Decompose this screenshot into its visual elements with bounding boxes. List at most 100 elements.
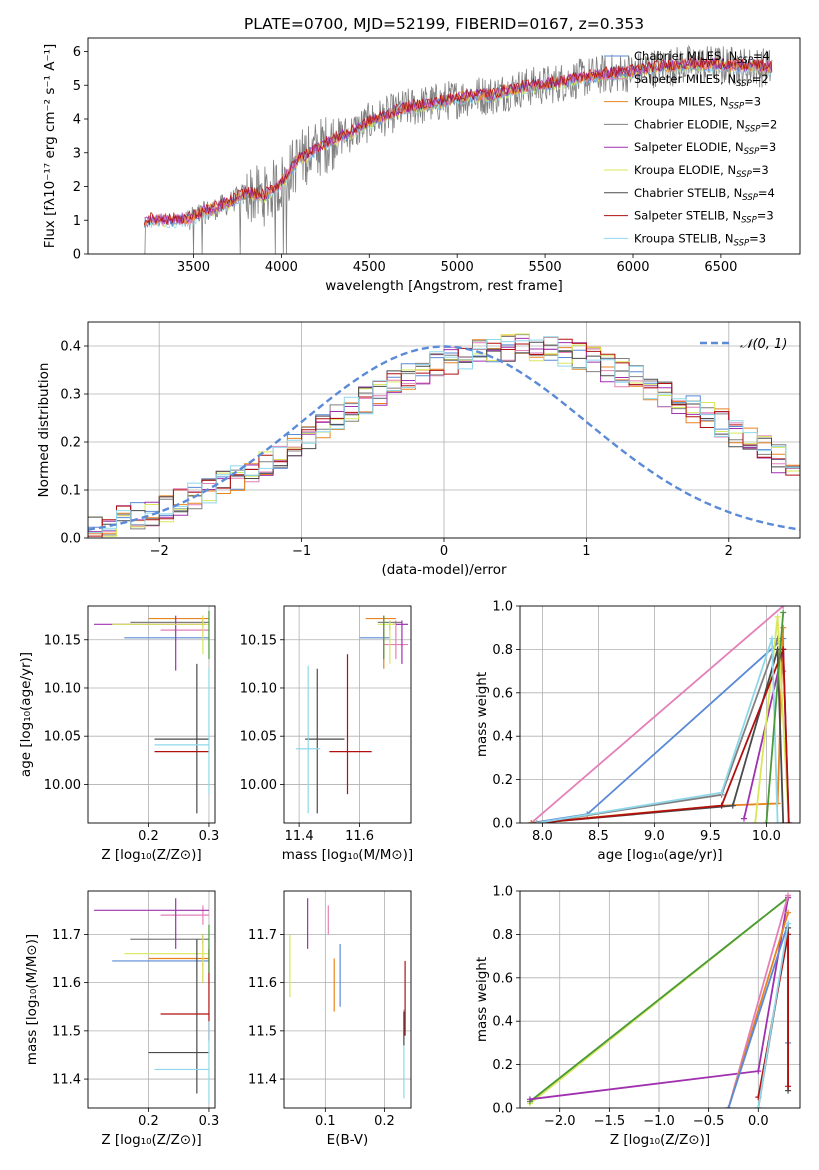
errorbar-point-kroupa-elodie: [112, 615, 209, 655]
y-tick-label: 0.2: [492, 1058, 513, 1073]
x-tick-label: −2.0: [544, 1114, 576, 1129]
x-tick-label: 5000: [441, 260, 474, 275]
mass_vs_ebv-panel: 0.1 0.2 11.4 11.5 11.6 11.7 E(B-V): [248, 890, 412, 1148]
spectrum-plot-area: [143, 44, 773, 254]
age_vs_mass-panel: 11.4 11.6 10.00 10.05 10.10 10.15 mass [log₁₀(…: [240, 605, 413, 863]
chart-title: PLATE=0700, MJD=52199, FIBERID=0167, z=0…: [244, 15, 644, 33]
x-tick-label: −1: [292, 544, 311, 559]
x-axis-label: wavelength [Angstrom, rest frame]: [325, 278, 563, 294]
series-marker: [780, 820, 787, 823]
y-tick-label: 3: [73, 146, 81, 161]
x-tick-label: 8.5: [588, 829, 609, 844]
y-tick-label: 0.6: [492, 686, 513, 701]
y-tick-label: 0.2: [492, 773, 513, 788]
series-marker: [774, 613, 781, 620]
x-tick-label: 0.3: [199, 1114, 220, 1129]
errorbar-point-kroupa-miles: [365, 615, 396, 669]
x-axis-label: mass [log₁₀(M/M⊙)]: [282, 847, 413, 863]
mass_weight_vs_Z-panel: −2.0 −1.5 −1.0 −0.5 0.0 0.0 0.2 0.4 0.6 0.8 1.0 Z […: [474, 885, 801, 1148]
legend-entry: Chabrier STELIB, NSSP=4: [634, 186, 775, 203]
y-tick-label: 0: [73, 248, 81, 263]
errorbar-point-salpeter-miles: [160, 618, 209, 640]
spectrum-frame: [87, 37, 801, 255]
x-tick-label: 2: [725, 544, 733, 559]
series-marker: [752, 820, 759, 823]
series-marker: [780, 606, 787, 609]
residuals-plot-area: [88, 322, 800, 538]
series-marker: [774, 820, 781, 823]
errorbar-point-kroupa-stelib: [154, 1021, 210, 1104]
errorbar-point-salpeter-miles: [383, 620, 408, 660]
y-tick-label: 0.4: [60, 340, 81, 355]
y-tick-label: 5: [73, 79, 81, 94]
x-tick-label: 9.5: [700, 829, 721, 844]
y-tick-label: 11.6: [248, 976, 277, 991]
y-tick-label: 10.15: [240, 633, 277, 648]
histogram-salpeter-elodie: [88, 337, 800, 533]
y-tick-label: 10.05: [44, 730, 81, 745]
x-axis-label: age [log₁₀(age/yr)]: [597, 847, 722, 863]
x-tick-label: 6000: [616, 260, 649, 275]
legend-entry: Kroupa ELODIE, NSSP=3: [634, 163, 769, 180]
y-tick-label: 10.10: [240, 681, 277, 696]
errorbar-point-chabrier-stelib: [305, 668, 345, 814]
series-line-green-line: [765, 612, 785, 823]
errorbar-point-chabrier-stelib: [148, 939, 209, 1094]
y-tick-label: 10.15: [44, 633, 81, 648]
x-axis-label: Z [log₁₀(Z/Z⊙)]: [610, 1132, 710, 1148]
legend-entry: Salpeter STELIB, NSSP=3: [634, 209, 774, 226]
y-tick-label: 11.7: [52, 928, 81, 943]
errorbar-point-kroupa-elodie: [377, 620, 396, 664]
mass_vs_Z-plot-area: [88, 891, 215, 1108]
y-tick-label: 0.0: [60, 532, 81, 547]
errorbar-point-salpeter-elodie: [94, 898, 209, 949]
age_vs_mass-frame: [283, 605, 412, 824]
x-tick-label: 4000: [265, 260, 298, 275]
series-marker: [785, 1083, 792, 1090]
y-axis-label: age [log₁₀(age/yr)]: [18, 652, 34, 777]
y-tick-label: 1: [73, 214, 81, 229]
series-line-kroupa-stelib: [536, 638, 779, 823]
histogram-kroupa-stelib: [88, 336, 800, 534]
histogram-chabrier-stelib: [88, 341, 800, 526]
x-tick-label: 6500: [704, 260, 737, 275]
mass_vs_ebv-plot-area: [284, 891, 411, 1108]
y-tick-label: 0.8: [492, 643, 513, 658]
y-tick-label: 4: [73, 113, 81, 128]
series-marker: [785, 920, 792, 927]
errorbar-point-salpeter-miles: [160, 905, 209, 925]
errorbar-point-chabrier-stelib: [154, 663, 209, 814]
x-tick-label: 11.4: [285, 829, 314, 844]
x-tick-label: 3500: [177, 260, 210, 275]
y-axis-label: mass weight: [474, 957, 490, 1042]
x-tick-label: −0.5: [693, 1114, 725, 1129]
mass_vs_ebv-frame: [283, 890, 412, 1109]
y-tick-label: 11.5: [248, 1024, 277, 1039]
x-tick-label: 1: [582, 544, 590, 559]
series-marker: [755, 1068, 762, 1075]
y-tick-label: 0.0: [492, 817, 513, 832]
x-tick-label: 0.1: [315, 1114, 336, 1129]
series-marker: [785, 820, 792, 823]
y-tick-label: 0.2: [60, 436, 81, 451]
y-tick-label: 11.7: [248, 928, 277, 943]
y-tick-label: 0.8: [492, 928, 513, 943]
series-marker: [780, 609, 787, 616]
normal-curve: [88, 345, 800, 531]
histogram-chabrier-elodie: [88, 334, 800, 538]
x-axis-label: Z [log₁₀(Z/Z⊙)]: [101, 1132, 201, 1148]
age_vs_Z-frame: [87, 605, 216, 824]
y-tick-label: 1.0: [492, 600, 513, 615]
x-tick-label: 8.0: [532, 829, 553, 844]
x-tick-label: 0.2: [138, 1114, 159, 1129]
legend-entry: Kroupa MILES, NSSP=3: [634, 95, 761, 112]
series-marker: [780, 646, 787, 653]
x-tick-label: 9.0: [644, 829, 665, 844]
residuals-panel: −2 −1 0 1 2 0.0 0.1 0.2 0.3 0.4 (data-model)/error…: [36, 321, 801, 578]
x-axis-label: E(B-V): [327, 1132, 369, 1148]
series-marker: [718, 789, 725, 796]
series-marker: [526, 1096, 533, 1103]
age_vs_Z-plot-area: [88, 606, 215, 823]
errorbar-point-kroupa-stelib: [296, 665, 321, 814]
